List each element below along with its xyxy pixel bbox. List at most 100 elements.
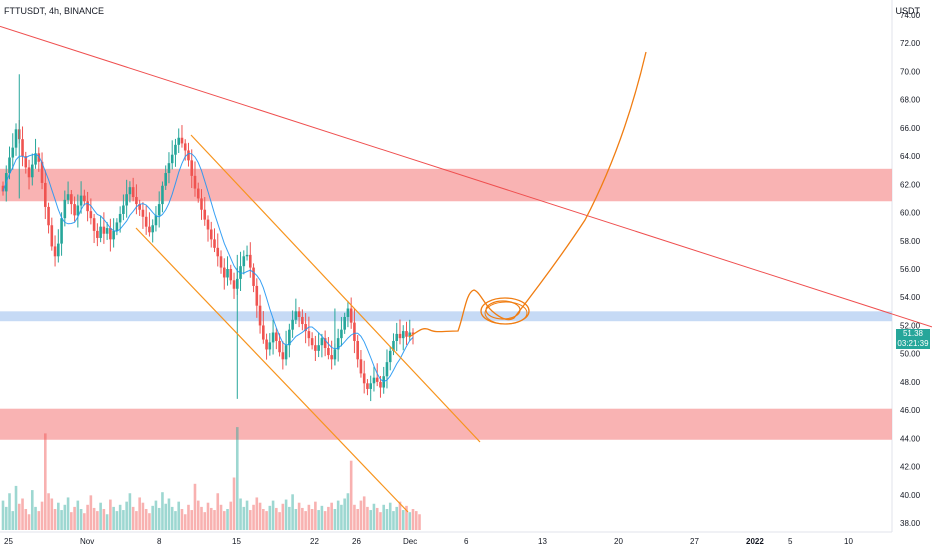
candle-body xyxy=(226,269,229,278)
candle-body xyxy=(366,383,369,389)
volume-bar xyxy=(157,507,161,530)
price-tick-label: 58.00 xyxy=(900,237,921,246)
candle-body xyxy=(105,228,109,234)
candle-body xyxy=(281,352,285,360)
candle-body xyxy=(44,182,47,207)
candle-body xyxy=(14,129,18,148)
volume-bar xyxy=(177,501,181,530)
volume-bar xyxy=(239,498,242,530)
highlight-circle-middle[interactable] xyxy=(484,301,528,325)
candle-body xyxy=(34,153,37,165)
price-axis[interactable]: 38.00 40.00 42.00 44.00 46.00 48.00 50.00 52.00… xyxy=(900,11,921,528)
candle-body xyxy=(157,204,161,216)
resistance-zone[interactable] xyxy=(0,168,892,202)
time-tick-label: 27 xyxy=(690,537,699,546)
price-tick-label: 42.00 xyxy=(900,463,921,472)
volume-bar xyxy=(47,493,50,530)
candle-body xyxy=(102,226,106,234)
volume-bar xyxy=(226,509,229,530)
time-tick-label: 25 xyxy=(4,537,13,546)
time-tick-label: 22 xyxy=(310,537,319,546)
candle-body xyxy=(50,225,54,247)
volume-bar xyxy=(353,504,356,530)
volume-bar xyxy=(170,506,174,530)
candle-body xyxy=(327,348,330,356)
candle-body xyxy=(193,175,197,189)
volume-bar xyxy=(174,511,177,530)
volume-bar xyxy=(144,509,148,530)
volume-bar xyxy=(11,511,15,530)
candle-body xyxy=(362,373,366,384)
volume-bar xyxy=(284,499,288,530)
volume-bar xyxy=(109,499,112,530)
candle-body xyxy=(317,345,320,351)
candle-body xyxy=(219,256,223,268)
volume-bar xyxy=(30,490,34,530)
price-tick-label: 38.00 xyxy=(900,519,921,528)
candle-body xyxy=(70,194,73,205)
descending-trendline[interactable] xyxy=(0,25,932,328)
volume-bar xyxy=(294,509,298,530)
volume-bar xyxy=(53,509,57,530)
volume-bar xyxy=(395,506,399,530)
volume-bar xyxy=(411,509,415,530)
candle-body xyxy=(372,377,376,384)
volume-bar xyxy=(21,498,24,530)
time-tick-label: 8 xyxy=(157,537,162,546)
candle-body xyxy=(99,226,102,238)
price-tick-label: 56.00 xyxy=(900,265,921,274)
last-price-badge: 51.38 03:21:39 xyxy=(896,329,930,349)
volume-bar xyxy=(209,507,213,530)
volume-bar xyxy=(60,510,63,530)
time-tick-label: 6 xyxy=(464,537,469,546)
breakout-zone[interactable] xyxy=(0,311,892,322)
time-axis[interactable]: 25 Nov 8 15 22 26 Dec 6 13 20 27 2022 5 10 xyxy=(4,537,853,546)
channel-lower-line[interactable] xyxy=(135,227,409,513)
candle-body xyxy=(392,340,395,351)
candle-body xyxy=(288,329,291,346)
candle-body xyxy=(307,331,311,339)
candle-body xyxy=(216,247,220,257)
volume-bar xyxy=(219,504,223,530)
candle-body xyxy=(229,269,233,281)
candle-body xyxy=(115,222,119,231)
candle-body xyxy=(349,308,353,323)
candle-body xyxy=(310,338,314,346)
volume-bar xyxy=(40,501,44,530)
time-tick-label: 10 xyxy=(844,537,853,546)
candle-body xyxy=(167,163,171,174)
time-tick-label: Dec xyxy=(403,537,417,546)
volume-bar xyxy=(125,501,128,530)
volume-bar xyxy=(14,485,18,530)
currency-label: USDT xyxy=(895,6,921,16)
channel-upper-line[interactable] xyxy=(190,134,481,443)
candle-body xyxy=(262,325,265,340)
candle-body xyxy=(379,381,382,388)
price-tick-label: 74.00 xyxy=(900,11,921,20)
candle-body xyxy=(232,280,236,289)
candle-body xyxy=(37,153,41,162)
volume-bar xyxy=(398,501,402,530)
candle-body xyxy=(60,218,63,244)
volume-bar xyxy=(304,511,307,530)
volume-bar xyxy=(206,502,210,530)
projection-path[interactable] xyxy=(408,51,647,338)
volume-bar xyxy=(314,501,317,530)
volume-bar xyxy=(203,512,207,530)
candle-body xyxy=(297,311,301,317)
price-tick-label: 44.00 xyxy=(900,434,921,443)
symbol-title: FTTUSDT, 4h, BINANCE xyxy=(4,6,105,16)
volume-bar xyxy=(405,505,408,530)
volume-bar xyxy=(330,502,333,530)
candle-body xyxy=(401,331,405,339)
candle-body xyxy=(131,187,135,198)
candle-body xyxy=(340,329,343,339)
volume-bar xyxy=(271,500,275,530)
support-zone[interactable] xyxy=(0,408,892,440)
volume-bar xyxy=(135,511,138,530)
candle-body xyxy=(135,197,138,205)
candle-body xyxy=(125,194,128,206)
volume-bar xyxy=(369,510,372,530)
candle-body xyxy=(66,194,70,200)
